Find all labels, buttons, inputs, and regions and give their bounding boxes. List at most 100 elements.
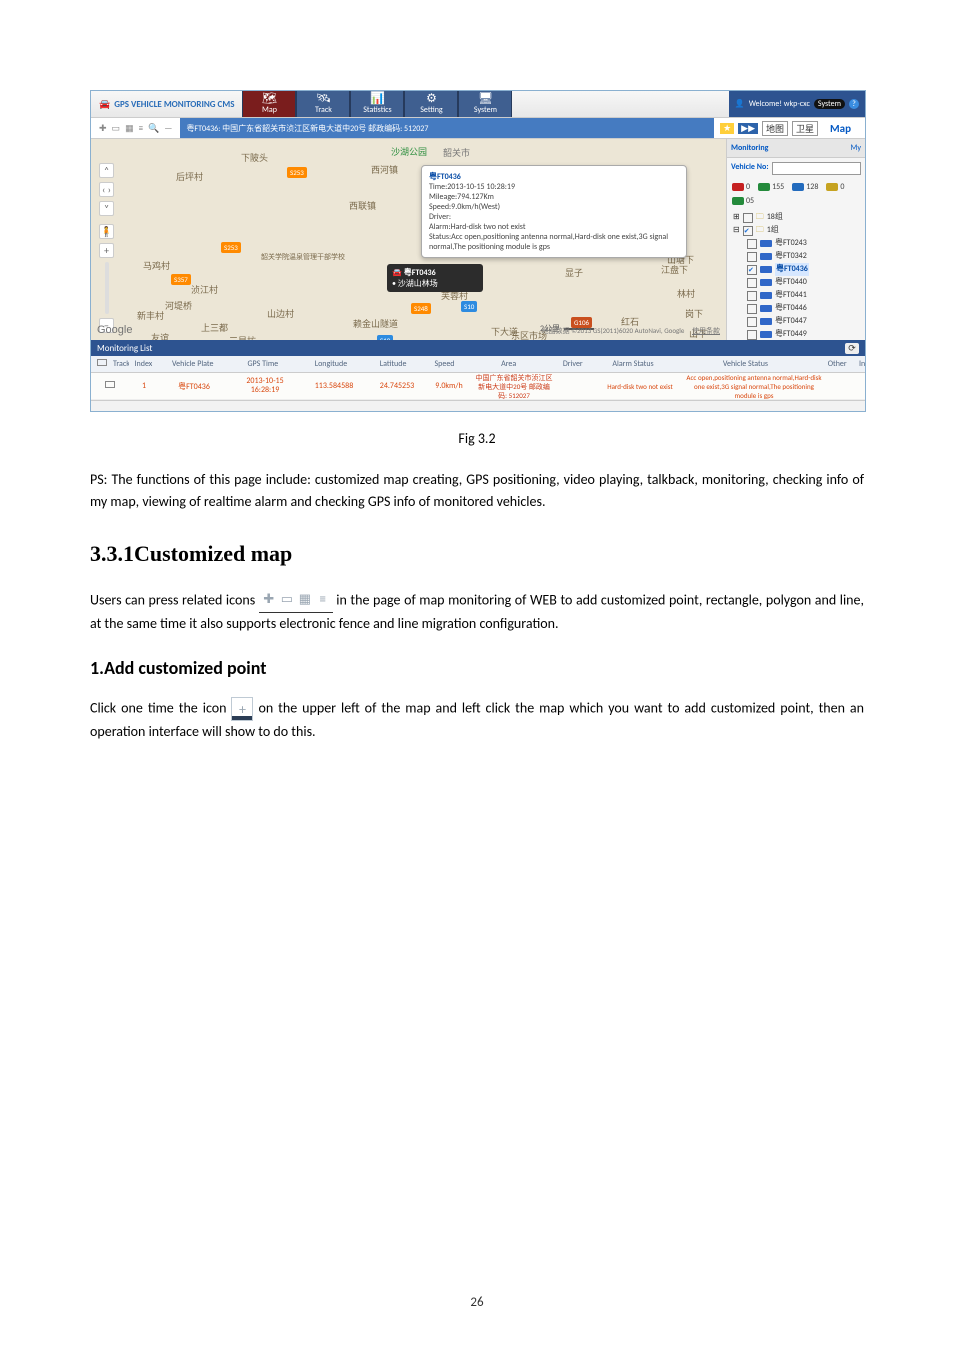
road-shield: S253 [221,242,241,253]
popup-line: Alarm:Hard-disk two not exist [429,222,679,232]
toggle-sat[interactable]: 卫星 [792,121,818,136]
nav-map[interactable]: 🗺Map [242,91,296,117]
marker-sub: • 沙湖山林场 [392,279,438,289]
road-shield: S357 [171,274,191,285]
col-vstat: Vehicle Status [672,359,820,369]
row-track[interactable] [91,381,129,391]
road-shield: S10 [377,335,393,340]
row-speed: 9.0km/h [427,381,471,391]
col-plate: Vehicle Plate [158,359,227,369]
add-line-icon: ≡ [317,589,329,611]
row-index: 1 [129,381,159,391]
col-lat: Latitude [364,359,423,369]
tree-group[interactable]: ⊟🗀1组 [733,224,861,237]
go-button[interactable]: ▶▶ [738,123,758,134]
vehicle-tree: ⊞🗀18组⊟🗀1组粤FT0243粤FT0342粤FT0436粤FT0440粤FT… [727,209,865,340]
col-gps-time: GPS Time [227,359,298,369]
road-shield: S10 [461,301,477,312]
car-icon: 🚘 [99,99,110,110]
map-label: 犁子坑 [391,339,418,340]
map-toolbar-icons: ✚ ▭ ▦ ≡ [259,589,333,613]
map-label: 山边村 [267,307,294,320]
add-rect-icon: ▭ [281,589,293,611]
monitoring-header: Track Index Vehicle Plate GPS Time Longi… [91,356,865,373]
row-alarm: Hard-disk two not exist [601,382,679,391]
tree-vehicle-item[interactable]: 粤FT0441 [733,289,861,302]
tree-vehicle-item[interactable]: 粤FT0440 [733,276,861,289]
tree-vehicle-item[interactable]: 粤FT0446 [733,302,861,315]
popup-line: Speed:9.0km/h(West) [429,202,679,212]
tree-vehicle-item[interactable]: 粤FT0449 [733,328,861,340]
tree-vehicle-item[interactable]: 粤FT0243 [733,237,861,250]
col-alarm: Alarm Status [595,359,672,369]
col-area: Area [466,359,551,369]
tree-vehicle-item[interactable]: 粤FT0447 [733,315,861,328]
tree-vehicle-item[interactable]: 粤FT0436 [733,263,861,276]
toggle-map[interactable]: 地图 [762,121,788,136]
nav-statistics[interactable]: 📊Statistics [350,91,404,117]
add-line-icon[interactable]: ≡ [139,123,143,134]
tab-monitoring[interactable]: Monitoring [731,143,768,153]
row-lon: 113.584588 [301,381,367,391]
col-index: Index [129,359,159,369]
help-icon[interactable]: ? [849,99,859,109]
zoom-slider[interactable] [105,262,109,314]
col-driver: Driver [551,359,594,369]
road-shield: S248 [411,303,431,314]
ruler-icon[interactable]: — [164,123,172,134]
monitoring-bar: Monitoring List ⟳ [91,340,865,356]
app-body: ˄ ‹ › ˅ 🧍 + − 下陂头 后坪村 西河镇 沙湖公园 韶关市 西联镇 马… [91,139,865,340]
map-label: 林村 [677,287,695,300]
map-label: 友谊 [151,331,169,340]
add-point-paragraph: Click one time the icon on the upper lef… [90,697,864,743]
refresh-button[interactable]: ⟳ [845,343,859,354]
panel-tabs: Monitoring My [727,139,865,158]
system-button[interactable]: System [814,99,845,109]
map-label: 新丰村 [137,309,164,322]
pan-down-icon[interactable]: ˅ [99,201,114,216]
ps-paragraph: PS: The functions of this page include: … [90,469,864,513]
pan-lr-icon[interactable]: ‹ › [99,182,114,197]
add-rect-icon[interactable]: ▭ [112,123,121,134]
custom-map-paragraph: Users can press related icons ✚ ▭ ▦ ≡ in… [90,589,864,635]
map-label: 浈江村 [191,283,218,296]
subsection-heading: 1.Add customized point [90,657,864,679]
pegman-icon[interactable]: 🧍 [99,224,114,239]
map-label: 西河镇 [371,163,398,176]
popup-line: Time:2013-10-15 10:28:19 [429,182,679,192]
popup-line: Mileage:794.127Km [429,192,679,202]
welcome-bar: 👤 Welcome! wkp-cxc System ? [729,91,865,117]
zoom-in-icon[interactable]: + [99,243,114,258]
inform-button[interactable]: Inform [855,359,865,369]
tree-vehicle-item[interactable]: 粤FT0342 [733,250,861,263]
nav-setting[interactable]: ⚙Setting [404,91,458,117]
add-point-icon[interactable]: ✚ [99,123,107,134]
add-grid-icon[interactable]: ▦ [125,123,134,134]
nav-track[interactable]: 🛰Track [296,91,350,117]
map-label: 上三都 [201,321,228,334]
nav-system[interactable]: 🖥System [458,91,512,117]
app-logo: 🚘 GPS VEHICLE MONITORING CMS [91,91,242,117]
map-controls: ˄ ‹ › ˅ 🧍 + − [99,163,114,333]
pan-up-icon[interactable]: ˄ [99,163,114,178]
search-label: Vehicle No: [731,162,769,175]
row-plate: 粤FT0436 [159,381,229,392]
map-label: 三星坊 [229,334,256,340]
vehicle-search: Vehicle No: [727,158,865,179]
map-pane[interactable]: ˄ ‹ › ˅ 🧍 + − 下陂头 后坪村 西河镇 沙湖公园 韶关市 西联镇 马… [91,139,726,340]
add-grid-icon: ▦ [299,589,311,611]
col-lon: Longitude [298,359,363,369]
tool-address-bar: ✚ ▭ ▦ ≡ 🔍 — 粤FT0436: 中国广东省韶关市浈江区新电大道中20号… [91,118,865,139]
figure-caption: Fig 3.2 [90,430,864,447]
vehicle-address: 粤FT0436: 中国广东省韶关市浈江区新电大道中20号 邮政编码: 51202… [180,118,714,138]
search-input[interactable] [772,162,861,175]
legend-item: 155 [758,182,784,192]
monitoring-row[interactable]: 1 粤FT0436 2013-10-15 16:28:19 113.584588… [91,373,865,400]
section-heading: 3.3.1Customized map [90,541,864,567]
tree-group[interactable]: ⊞🗀18组 [733,211,861,224]
search-icon[interactable]: 🔍 [148,123,159,134]
vehicle-info-popup: 粤FT0436 Time:2013-10-15 10:28:19 Mileage… [421,165,687,258]
google-logo: Google [97,324,132,336]
star-button[interactable]: ★ [720,123,734,134]
tab-my[interactable]: My [851,143,861,153]
